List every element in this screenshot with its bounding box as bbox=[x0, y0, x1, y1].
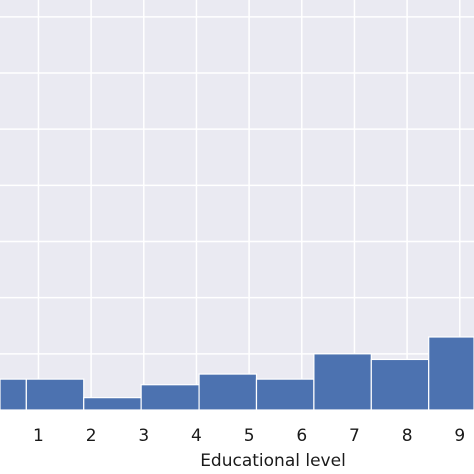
x-tick-label-5: 5 bbox=[244, 426, 255, 446]
x-axis-label: Educational level bbox=[200, 451, 346, 471]
histogram-bar-3 bbox=[83, 397, 142, 411]
x-tick-label-4: 4 bbox=[191, 426, 202, 446]
histogram-bar-4 bbox=[140, 384, 200, 411]
x-tick-labels: 1 2 3 4 5 6 7 8 9 bbox=[33, 426, 465, 446]
horizontal-gridlines bbox=[0, 16, 474, 355]
vertical-gridlines bbox=[37, 0, 461, 410]
x-tick-label-9: 9 bbox=[454, 426, 465, 446]
plot-background bbox=[0, 0, 474, 410]
x-tick-label-7: 7 bbox=[349, 426, 360, 446]
histogram-bar-1 bbox=[0, 378, 27, 411]
bars bbox=[0, 336, 474, 411]
x-tick-label-6: 6 bbox=[296, 426, 307, 446]
histogram-bar-8 bbox=[370, 358, 430, 411]
histogram-bar-9 bbox=[428, 336, 474, 411]
x-tick-label-2: 2 bbox=[86, 426, 97, 446]
x-tick-label-8: 8 bbox=[402, 426, 413, 446]
x-tick-label-1: 1 bbox=[33, 426, 44, 446]
x-tick-label-3: 3 bbox=[138, 426, 149, 446]
histogram-bar-7 bbox=[313, 353, 372, 411]
histogram-bar-6 bbox=[255, 378, 315, 411]
histogram-bar-2 bbox=[25, 378, 85, 411]
histogram-bar-5 bbox=[198, 373, 258, 411]
